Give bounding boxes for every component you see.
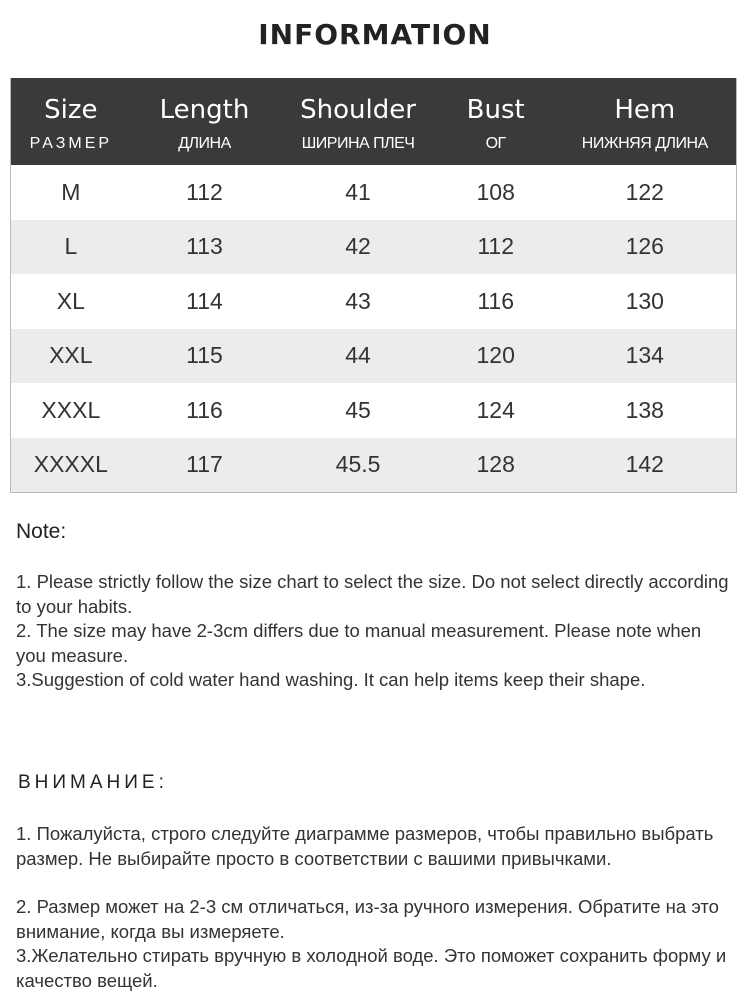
attention-item-2: 2. Размер может на 2-3 см отличаться, из… xyxy=(16,896,719,942)
note-title: Note: xyxy=(16,520,67,543)
column-header-ru: ОГ xyxy=(485,134,507,152)
column-header: Length ДЛИНА xyxy=(131,78,279,165)
table-cell: 120 xyxy=(476,342,515,369)
column-header-en: Bust xyxy=(466,94,525,125)
note-item-3: 3.Suggestion of cold water hand washing.… xyxy=(16,669,646,690)
column-header-ru: ДЛИНА xyxy=(178,134,231,152)
table-cell: 124 xyxy=(476,396,515,423)
table-cell: 116 xyxy=(477,287,514,314)
page-title: INFORMATION xyxy=(258,18,492,51)
table-cell: 130 xyxy=(625,287,664,314)
table-cell: 117 xyxy=(186,451,223,478)
table-cell: 134 xyxy=(625,342,664,369)
table-cell: 115 xyxy=(186,342,223,369)
column-header-ru: НИЖНЯЯ ДЛИНА xyxy=(581,134,709,152)
table-cell: 122 xyxy=(625,178,664,205)
table-cell: 43 xyxy=(345,287,371,314)
table-cell: 126 xyxy=(625,233,664,260)
table-cell: 45.5 xyxy=(335,451,381,478)
table-cell: 112 xyxy=(477,233,514,260)
table-row: M 112 41 108 122 xyxy=(11,165,736,220)
table-cell: XXXL xyxy=(41,396,101,423)
column-header: Size РАЗМЕР xyxy=(11,78,131,165)
table-cell: 116 xyxy=(186,396,223,423)
table-row: L 113 42 112 126 xyxy=(11,219,736,274)
table-cell: XL xyxy=(56,287,85,314)
table-cell: 42 xyxy=(345,233,371,260)
table-cell: 45 xyxy=(345,396,371,423)
table-cell: L xyxy=(64,233,78,260)
table-row: XXL 115 44 120 134 xyxy=(11,328,736,383)
note-item-1: 1. Please strictly follow the size chart… xyxy=(16,571,729,617)
column-header-en: Shoulder xyxy=(300,94,416,125)
column-header: Bust ОГ xyxy=(438,78,554,165)
table-cell: 128 xyxy=(476,451,515,478)
column-header: Hem НИЖНЯЯ ДЛИНА xyxy=(554,78,737,165)
table-cell: M xyxy=(61,178,81,205)
column-header-en: Size xyxy=(44,94,98,125)
table-row: XL 114 43 116 130 xyxy=(11,274,736,329)
column-header-ru: ШИРИНА ПЛЕЧ xyxy=(301,134,415,152)
table-row: XXXL 116 45 124 138 xyxy=(11,383,736,438)
table-cell: 114 xyxy=(186,287,223,314)
table-cell: 44 xyxy=(345,342,371,369)
column-header-en: Length xyxy=(159,94,250,125)
table-cell: 142 xyxy=(625,451,664,478)
table-header: Size РАЗМЕР Length ДЛИНА Shoulder ШИРИНА ПЛЕЧ… xyxy=(11,78,736,165)
attention-title: ВНИМАНИЕ: xyxy=(18,772,168,793)
column-header-ru: РАЗМЕР xyxy=(29,134,113,152)
table-cell: XXXXL xyxy=(33,451,108,478)
table-cell: 112 xyxy=(186,178,223,205)
table-row: XXXXL 117 45.5 128 142 xyxy=(11,437,736,492)
table-cell: XXL xyxy=(49,342,93,369)
column-header: Shoulder ШИРИНА ПЛЕЧ xyxy=(278,78,438,165)
table-cell: 138 xyxy=(625,396,664,423)
column-header-en: Hem xyxy=(614,94,676,125)
note-item-2: 2. The size may have 2-3cm differs due t… xyxy=(16,620,702,666)
table-cell: 113 xyxy=(186,233,223,260)
attention-item-1: 1. Пожалуйста, строго следуйте диаграмме… xyxy=(16,823,714,869)
table-cell: 41 xyxy=(345,178,371,205)
attention-item-3: 3.Желательно стирать вручную в холодной … xyxy=(16,945,727,991)
table-cell: 108 xyxy=(476,178,515,205)
size-chart-table: Size РАЗМЕР Length ДЛИНА Shoulder ШИРИНА ПЛЕЧ… xyxy=(10,78,737,493)
